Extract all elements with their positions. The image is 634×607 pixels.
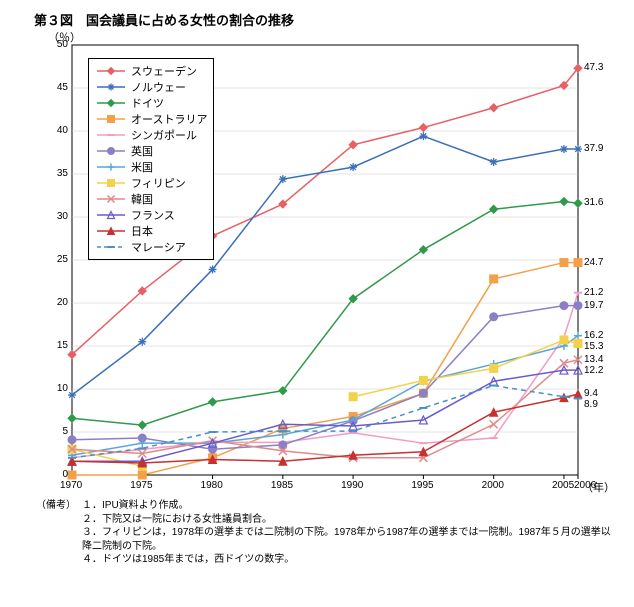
x-tick: 1975: [130, 480, 152, 491]
series-end-label: 37.9: [584, 143, 603, 154]
legend-item: 日本: [95, 223, 207, 239]
series-end-label: 24.7: [584, 257, 603, 268]
legend-swatch: [95, 79, 127, 95]
legend-item: フランス: [95, 207, 207, 223]
x-tick: 2000: [482, 480, 504, 491]
legend-swatch: [95, 207, 127, 223]
x-tick: 1970: [60, 480, 82, 491]
legend-label: ノルウェー: [131, 79, 186, 95]
y-tick: 0: [62, 469, 68, 480]
series-end-label: 13.4: [584, 354, 603, 365]
legend-label: 米国: [131, 159, 153, 175]
series-end-label: 47.3: [584, 62, 603, 73]
footnote-header: （備考）: [36, 499, 76, 513]
footnote-item: ３．フィリピンは，1978年の選挙までは二院制の下院。1978年から1987年の…: [82, 526, 616, 553]
legend-swatch: [95, 191, 127, 207]
x-tick: 1990: [341, 480, 363, 491]
footnote-item: ４．ドイツは1985年までは，西ドイツの数字。: [82, 553, 616, 567]
legend-label: ドイツ: [131, 95, 164, 111]
series-end-label: 21.2: [584, 287, 603, 298]
series-end-label: 8.9: [584, 399, 598, 410]
y-tick: 10: [57, 383, 68, 394]
series-end-label: 15.3: [584, 341, 603, 352]
series: [68, 293, 582, 458]
series-end-label: 12.2: [584, 365, 603, 376]
legend-swatch: [95, 223, 127, 239]
y-tick: 20: [57, 297, 68, 308]
x-tick: 2006: [574, 480, 596, 491]
legend-label: 韓国: [131, 191, 153, 207]
y-tick: 25: [57, 254, 68, 265]
y-tick: 30: [57, 211, 68, 222]
y-tick: 45: [57, 82, 68, 93]
y-tick: 5: [62, 426, 68, 437]
legend-swatch: [95, 175, 127, 191]
legend-item: 韓国: [95, 191, 207, 207]
legend-item: ノルウェー: [95, 79, 207, 95]
legend-label: スウェーデン: [131, 63, 197, 79]
legend-swatch: [95, 111, 127, 127]
series-end-label: 31.6: [584, 197, 603, 208]
legend-item: 米国: [95, 159, 207, 175]
y-tick: 40: [57, 125, 68, 136]
legend-label: 日本: [131, 223, 153, 239]
footnote-body: １．IPU資料より作成。２．下院又は一院における女性議員割合。３．フィリピンは，…: [82, 499, 616, 567]
x-tick: 2005: [552, 480, 574, 491]
legend-label: 英国: [131, 143, 153, 159]
legend-label: フィリピン: [131, 175, 186, 191]
x-tick: 1985: [271, 480, 293, 491]
x-tick: 1980: [201, 480, 223, 491]
footnote-item: １．IPU資料より作成。: [82, 499, 616, 513]
legend: スウェーデンノルウェードイツオーストラリアシンガポール英国米国フィリピン韓国フラ…: [88, 58, 214, 260]
y-tick: 50: [57, 39, 68, 50]
legend-swatch: [95, 127, 127, 143]
legend-label: シンガポール: [131, 127, 197, 143]
footnote-item: ２．下院又は一院における女性議員割合。: [82, 513, 616, 527]
y-tick: 35: [57, 168, 68, 179]
series-end-label: 9.4: [584, 388, 598, 399]
series-end-label: 19.7: [584, 300, 603, 311]
legend-item: ドイツ: [95, 95, 207, 111]
legend-item: マレーシア: [95, 239, 207, 255]
series-end-label: 16.2: [584, 330, 603, 341]
legend-swatch: [95, 143, 127, 159]
legend-swatch: [95, 159, 127, 175]
legend-item: シンガポール: [95, 127, 207, 143]
legend-item: スウェーデン: [95, 63, 207, 79]
legend-label: フランス: [131, 207, 175, 223]
legend-item: フィリピン: [95, 175, 207, 191]
footnotes: （備考） １．IPU資料より作成。２．下院又は一院における女性議員割合。３．フィ…: [36, 499, 616, 567]
legend-item: 英国: [95, 143, 207, 159]
legend-swatch: [95, 95, 127, 111]
legend-swatch: [95, 63, 127, 79]
legend-item: オーストラリア: [95, 111, 207, 127]
series: [68, 356, 582, 462]
x-tick: 1995: [411, 480, 433, 491]
y-tick: 15: [57, 340, 68, 351]
legend-label: オーストラリア: [131, 111, 207, 127]
legend-label: マレーシア: [131, 239, 186, 255]
legend-swatch: [95, 239, 127, 255]
